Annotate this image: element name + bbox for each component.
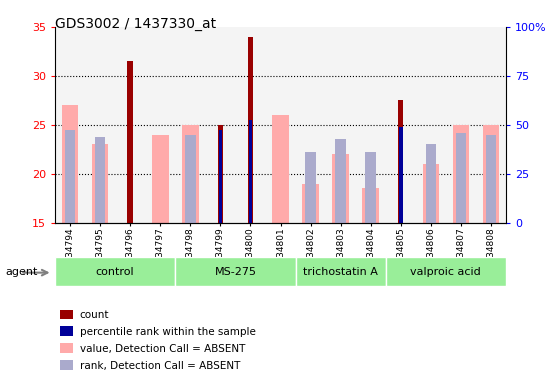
Bar (152, 134, 168, 223)
Bar (95, 137, 106, 223)
Bar (248, 36, 253, 223)
Text: trichostatin A: trichostatin A (303, 266, 378, 277)
Text: count: count (80, 310, 109, 320)
Bar (453, 125, 469, 223)
Bar (145, 27, 175, 223)
Text: agent: agent (6, 266, 38, 277)
Bar (55, 257, 175, 286)
Bar (422, 164, 439, 223)
Text: percentile rank within the sample: percentile rank within the sample (80, 327, 256, 337)
Bar (362, 189, 379, 223)
Bar (218, 125, 223, 223)
Bar (302, 184, 319, 223)
Text: MS-275: MS-275 (214, 266, 256, 277)
Bar (205, 27, 235, 223)
Bar (416, 27, 446, 223)
Bar (305, 152, 316, 223)
Bar (55, 27, 85, 223)
Bar (483, 125, 499, 223)
Bar (332, 154, 349, 223)
Bar (235, 27, 266, 223)
Bar (446, 27, 476, 223)
Bar (249, 120, 252, 223)
Text: valproic acid: valproic acid (410, 266, 481, 277)
Bar (386, 27, 416, 223)
Bar (398, 100, 404, 223)
Bar (218, 130, 222, 223)
Text: value, Detection Call = ABSENT: value, Detection Call = ABSENT (80, 344, 245, 354)
Bar (295, 257, 386, 286)
Bar (59, 326, 73, 336)
Bar (59, 310, 73, 319)
Bar (476, 27, 506, 223)
Bar (336, 139, 346, 223)
Bar (115, 27, 145, 223)
Bar (326, 27, 356, 223)
Bar (128, 61, 133, 223)
Bar (356, 27, 386, 223)
Text: control: control (96, 266, 134, 277)
Bar (426, 144, 436, 223)
Bar (92, 144, 108, 223)
Bar (59, 360, 73, 370)
Bar (272, 115, 289, 223)
Text: rank, Detection Call = ABSENT: rank, Detection Call = ABSENT (80, 361, 240, 371)
Bar (62, 105, 78, 223)
Bar (386, 257, 506, 286)
Bar (182, 125, 199, 223)
Bar (486, 134, 496, 223)
Bar (175, 257, 295, 286)
Bar (175, 27, 205, 223)
Bar (455, 132, 466, 223)
Bar (185, 134, 196, 223)
Bar (59, 343, 73, 353)
Text: GDS3002 / 1437330_at: GDS3002 / 1437330_at (55, 17, 216, 31)
Bar (365, 152, 376, 223)
Bar (399, 127, 403, 223)
Bar (266, 27, 295, 223)
Bar (295, 27, 326, 223)
Bar (85, 27, 115, 223)
Bar (65, 130, 75, 223)
